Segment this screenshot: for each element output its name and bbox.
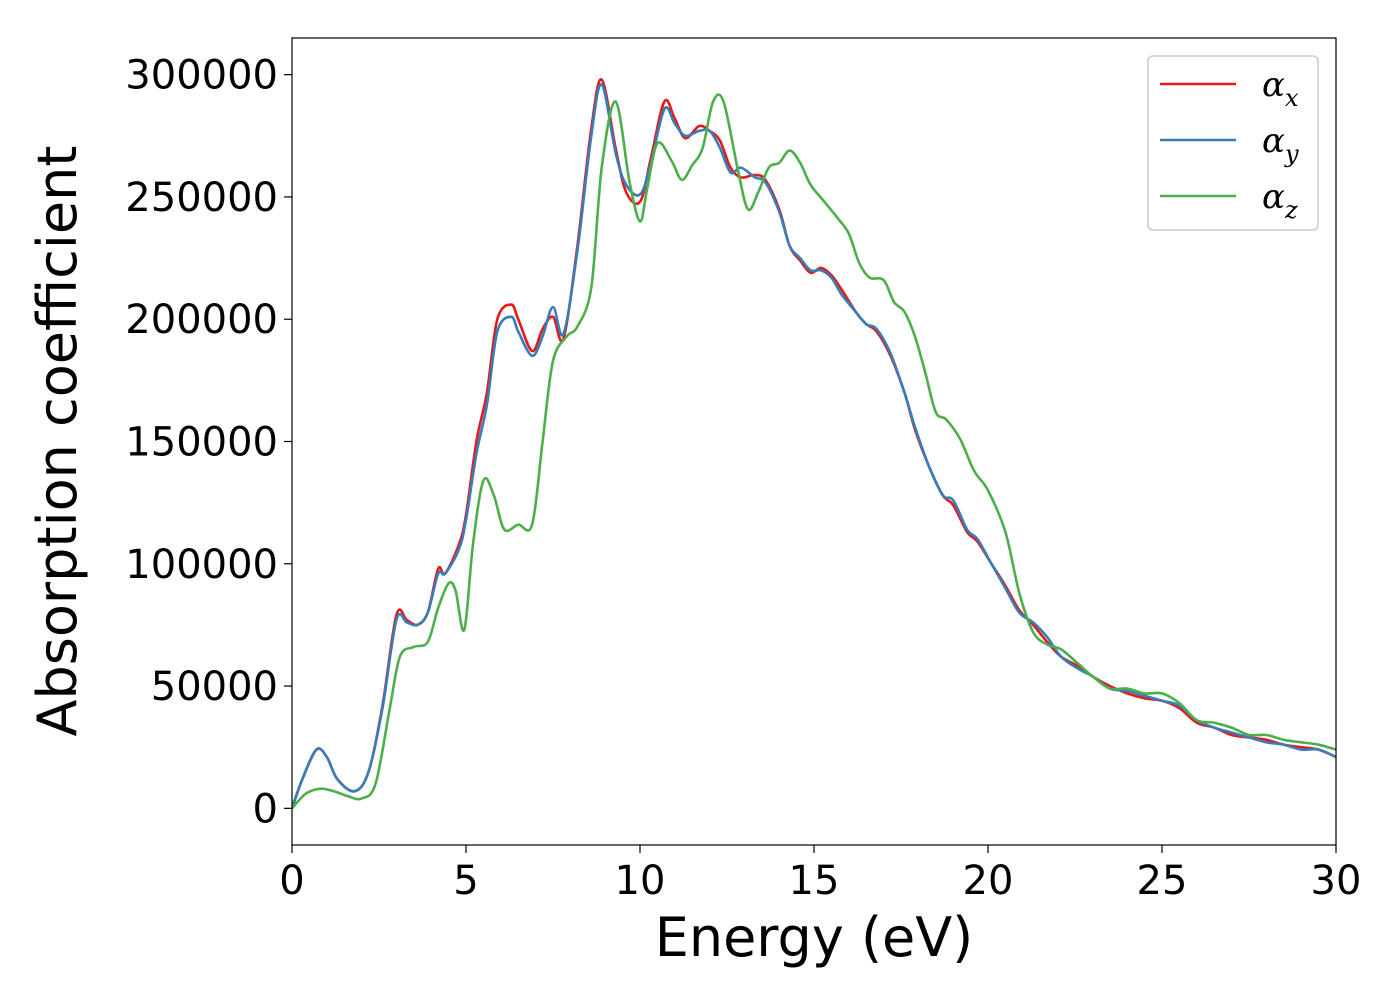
y-tick-label: 150000 (125, 420, 278, 466)
x-axis-ticks: 0 5 10 15 20 25 30 (279, 845, 1361, 904)
x-tick-label: 25 (1137, 858, 1188, 904)
legend-frame (1147, 55, 1319, 231)
x-tick-label: 0 (279, 858, 304, 904)
x-tick-label: 30 (1311, 858, 1362, 904)
series-layer (292, 78, 1336, 810)
x-tick-label: 5 (453, 858, 478, 904)
y-tick-label: 300000 (125, 53, 278, 99)
x-tick-label: 15 (789, 858, 840, 904)
y-axis-label: Absorption coefficient (26, 146, 89, 737)
y-tick-label: 100000 (125, 542, 278, 588)
x-tick-label: 20 (963, 858, 1014, 904)
y-tick-label: 0 (253, 786, 278, 832)
legend-label-alpha-z: αz (1262, 177, 1298, 224)
y-tick-label: 50000 (151, 664, 278, 710)
x-axis-label: Energy (eV) (655, 906, 974, 969)
y-tick-label: 200000 (125, 297, 278, 343)
x-tick-label: 10 (615, 858, 666, 904)
y-axis-ticks: 0 50000 100000 150000 200000 250000 300000 (125, 53, 292, 832)
series-line-alpha-z (292, 93, 1336, 810)
y-tick-label: 250000 (125, 175, 278, 221)
